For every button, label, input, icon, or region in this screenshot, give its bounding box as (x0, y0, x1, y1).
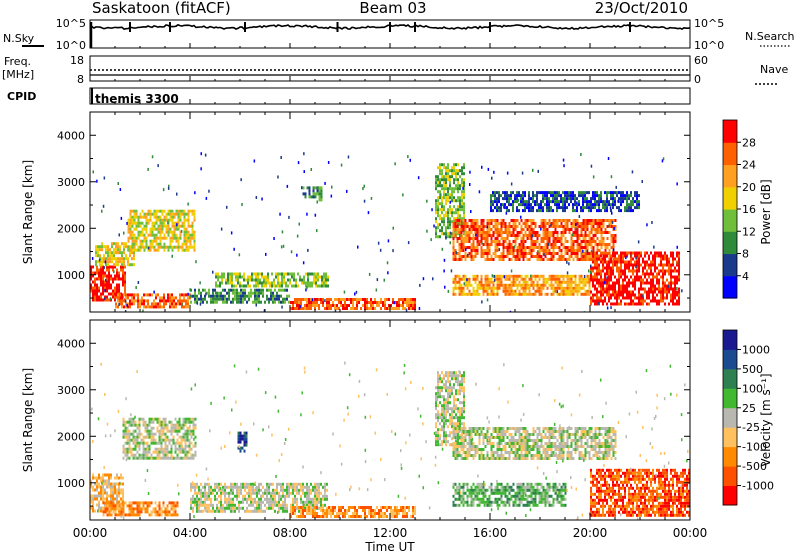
freq-tick-low: 8 (77, 73, 84, 86)
colorbar-swatch (723, 388, 737, 409)
colorbar-tick-label: -100 (742, 441, 767, 454)
power-colorbar: 4 8 12 16 20 24 28 (722, 119, 756, 299)
echo-region-9 (452, 219, 617, 261)
colorbar-swatch (723, 253, 737, 277)
colorbar-tick-label: 4 (742, 270, 749, 283)
colorbar-tick-label: 24 (742, 159, 756, 172)
echo-region-6 (302, 186, 323, 202)
colorbar-tick-label: 500 (742, 363, 763, 376)
echo-region-7 (452, 482, 567, 507)
echo-region-1 (95, 242, 135, 267)
colorbar-swatch (723, 164, 737, 188)
nsearch-tick-low: 10^0 (694, 39, 724, 52)
colorbar-swatch (723, 427, 737, 448)
cpid-label: CPID (7, 90, 36, 103)
x-tick-label: 00:00 (73, 526, 108, 540)
scatter-echoes (91, 152, 683, 312)
cpid-value: themis 3300 (95, 92, 179, 106)
freq-tick-high: 18 (70, 54, 84, 67)
colorbar-tick-label: 100 (742, 382, 763, 395)
colorbar-tick-label: -1000 (742, 480, 774, 493)
nsky-spikes (90, 22, 631, 48)
colorbar-swatch (723, 349, 737, 370)
velocity-panel: 1000 2000 3000 4000 (57, 319, 691, 521)
echo-region-8 (590, 468, 690, 517)
y-tick-label: 3000 (57, 176, 85, 189)
x-tick-label: 12:00 (373, 526, 408, 540)
colorbar-swatch (723, 407, 737, 428)
echo-region-11 (590, 251, 680, 306)
y-tick-label: 1000 (57, 269, 85, 282)
power-colorbar-label: Power [dB] (759, 179, 773, 244)
y-tick-label: 2000 (57, 222, 85, 235)
colorbar-swatch (723, 209, 737, 232)
y-tick-label: 2000 (57, 430, 85, 443)
x-axis-label: Time UT (364, 540, 415, 554)
echo-region-1 (122, 417, 197, 460)
colorbar-swatch (723, 330, 737, 350)
nsearch-tick-high: 10^5 (694, 17, 724, 30)
echo-region-2 (127, 209, 196, 252)
colorbar-tick-label: -25 (742, 421, 760, 434)
nave-tick-low: 0 (694, 73, 701, 86)
power-ylabel: Slant Range [km] (21, 160, 35, 264)
colorbar-tick-label: 12 (742, 225, 756, 238)
colorbar-swatch (723, 485, 737, 506)
y-tick-label: 4000 (57, 129, 85, 142)
x-tick-label: 16:00 (473, 526, 508, 540)
velocity-colorbar-label: Velocity [m s⁻¹] (759, 373, 773, 466)
colorbar-tick-label: 8 (742, 248, 749, 261)
freq-unit: [MHz] (2, 68, 34, 81)
colorbar-tick-label: 25 (742, 402, 756, 415)
echo-region-7 (290, 298, 416, 310)
y-tick-label: 3000 (57, 384, 85, 397)
echo-region-4 (190, 288, 290, 304)
colorbar-swatch (723, 120, 737, 143)
echo-region-5 (435, 371, 465, 447)
x-tick-label: 00:00 (673, 526, 708, 540)
colorbar-swatch (723, 231, 737, 255)
colorbar-swatch (723, 368, 737, 389)
echo-region-12 (490, 191, 640, 213)
y-tick-label: 1000 (57, 477, 85, 490)
colorbar-swatch (723, 186, 737, 210)
echo-region-6 (452, 427, 617, 460)
nsky-label: N.Sky (3, 32, 35, 45)
beam-title: Beam 03 (359, 0, 426, 17)
nsearch-label: N.Search (745, 30, 795, 43)
colorbar-tick-label: 28 (742, 136, 756, 149)
power-panel: 1000 2000 3000 4000 (57, 111, 691, 313)
echo-region-9 (237, 431, 248, 453)
echo-region-3 (115, 293, 191, 309)
echo-region-3 (190, 482, 328, 513)
nave-label: Nave (760, 63, 788, 76)
x-tick-label: 04:00 (173, 526, 208, 540)
colorbar-tick-label: 20 (742, 181, 756, 194)
velocity-ylabel: Slant Range [km] (21, 368, 35, 472)
nave-tick-high: 60 (694, 54, 708, 67)
freq-label: Freq. (4, 55, 31, 68)
velocity-colorbar: -1000 -500 -100 -25 25 100 500 1000 (722, 329, 774, 506)
colorbar-swatch (723, 275, 737, 299)
echo-region-2 (102, 501, 179, 517)
date-title: 23/Oct/2010 (595, 0, 688, 17)
x-tick-labels: 00:00 04:00 08:00 12:00 16:00 20:00 00:00 (73, 526, 708, 540)
colorbar-swatch (723, 142, 737, 166)
echo-region-4 (290, 506, 416, 518)
y-tick-label: 4000 (57, 337, 85, 350)
x-tick-label: 08:00 (273, 526, 308, 540)
colorbar-tick-label: -500 (742, 460, 767, 473)
colorbar-swatch (723, 466, 737, 486)
colorbar-swatch (723, 446, 737, 467)
scatter-echoes (91, 361, 689, 520)
colorbar-tick-label: 1000 (742, 343, 770, 356)
colorbar-tick-label: 16 (742, 203, 756, 216)
nsky-tick-high: 10^5 (56, 17, 86, 30)
x-tick-label: 20:00 (573, 526, 608, 540)
nsky-tick-low: 10^0 (56, 39, 86, 52)
station-title: Saskatoon (fitACF) (92, 0, 231, 17)
echo-region-10 (452, 274, 591, 296)
echo-region-5 (215, 272, 329, 288)
